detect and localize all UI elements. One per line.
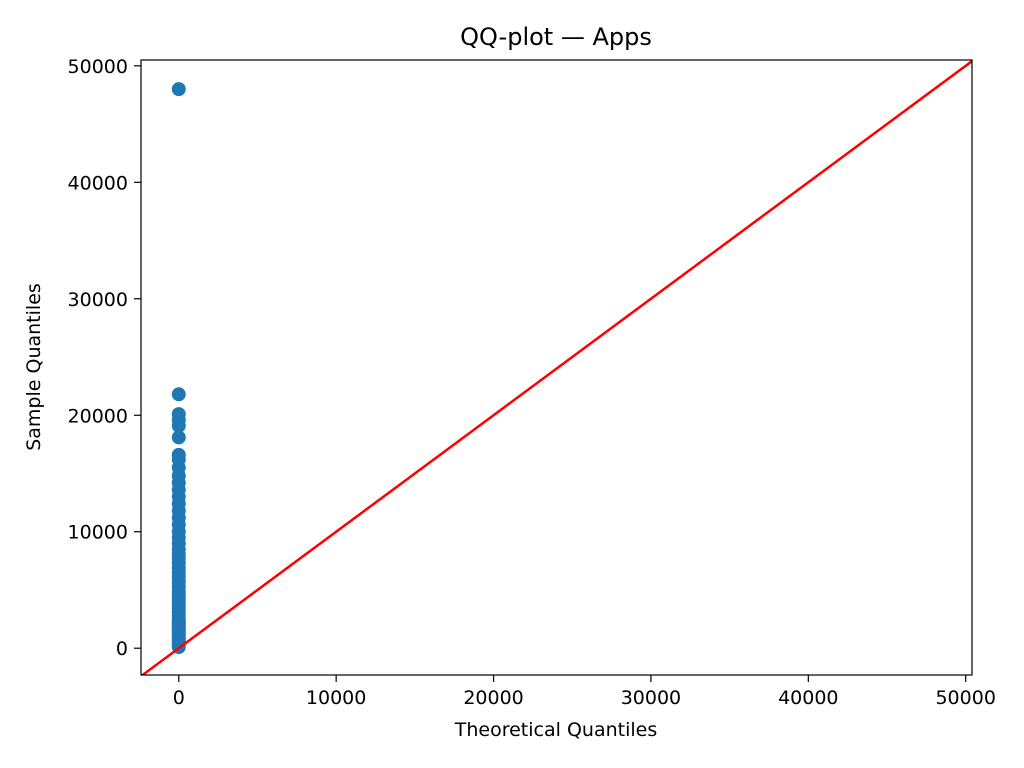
x-tick-label: 20000 (463, 687, 523, 709)
y-tick-label: 10000 (68, 522, 128, 544)
data-point (171, 617, 186, 632)
x-tick-label: 50000 (935, 687, 995, 709)
y-tick-label: 30000 (68, 289, 128, 311)
y-tick-label: 40000 (68, 172, 128, 194)
x-tick-label: 10000 (306, 687, 366, 709)
data-point (171, 633, 186, 648)
y-tick-label: 20000 (68, 405, 128, 427)
chart-title: QQ-plot — Apps (460, 23, 652, 51)
reference-line (141, 60, 972, 675)
y-tick-label: 0 (116, 638, 128, 660)
data-point (171, 387, 186, 402)
plot-frame (140, 59, 973, 676)
x-tick-label: 30000 (621, 687, 681, 709)
data-point (171, 82, 186, 97)
x-axis-label: Theoretical Quantiles (454, 719, 657, 741)
y-tick-label: 50000 (68, 56, 128, 78)
x-tick-label: 40000 (778, 687, 838, 709)
x-tick-label: 0 (173, 687, 185, 709)
y-axis-label: Sample Quantiles (23, 283, 45, 451)
data-point (171, 430, 186, 445)
data-point (171, 407, 186, 422)
data-point (171, 447, 186, 462)
